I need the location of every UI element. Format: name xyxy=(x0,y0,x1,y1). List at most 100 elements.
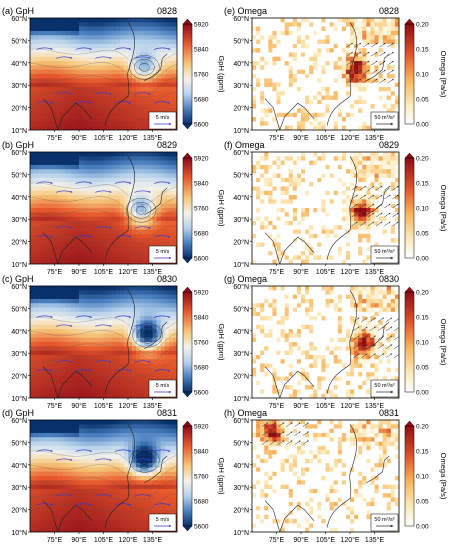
ref-vector-label: 50 m²/s² xyxy=(374,115,394,121)
y-tick-label: 50°N xyxy=(11,439,27,447)
colorbar-h: 0.20 0.15 0.10 0.05 0.00 Omega (Pa/s) xyxy=(404,420,448,531)
ref-vector-label: 5 m/s xyxy=(156,383,170,389)
y-tick-label: 20°N xyxy=(11,239,27,247)
colorbar-tick-label: 5840 xyxy=(194,181,209,188)
coastline xyxy=(326,22,357,126)
colorbar-tick-label: 0.00 xyxy=(416,390,429,397)
ref-vector-label: 50 m²/s² xyxy=(374,249,394,255)
colorbar-title: Omega (Pa/s) xyxy=(439,453,448,500)
x-tick-label: 120°E xyxy=(340,536,359,544)
y-tick-label: 30°N xyxy=(233,350,249,358)
colorbar-tick-label: 5600 xyxy=(194,524,209,531)
panel-date: 0831 xyxy=(157,408,177,418)
x-tick-label: 90°E xyxy=(71,536,87,544)
y-tick-label: 40°N xyxy=(233,60,249,68)
x-tick-label: 120°E xyxy=(118,268,137,276)
colorbar-tick-label: 0.10 xyxy=(416,72,429,79)
y-tick-label: 30°N xyxy=(11,484,27,492)
panel-label: (g) Omega xyxy=(224,274,267,284)
colorbar-tick-label: 0.20 xyxy=(416,156,429,163)
panel-date: 0829 xyxy=(379,140,399,150)
panel-g: (g) Omega 0830 10°N 20°N 30°N 40°N 50°N 60°N 75°… xyxy=(224,274,448,410)
y-tick-label: 60°N xyxy=(11,417,27,425)
colorbar-tick-label: 0.05 xyxy=(416,231,429,238)
colorbar-tick-label: 5680 xyxy=(194,97,209,104)
colorbar-title: Omega (Pa/s) xyxy=(439,51,448,98)
x-tick-label: 105°E xyxy=(94,268,113,276)
x-tick-label: 135°E xyxy=(365,402,384,410)
ref-vector-label: 50 m²/s² xyxy=(374,517,394,523)
field-e xyxy=(252,18,399,130)
x-tick-label: 135°E xyxy=(143,402,162,410)
x-tick-label: 75°E xyxy=(47,268,63,276)
ref-vector-label: 5 m/s xyxy=(156,115,170,121)
colorbar-tick-label: 5840 xyxy=(194,315,209,322)
y-tick-label: 10°N xyxy=(11,261,27,269)
y-tick-label: 30°N xyxy=(233,82,249,90)
colorbar-a: 5920 5840 5760 5680 5600 GpH (gpm) xyxy=(182,18,226,130)
colorbar-tick-label: 5760 xyxy=(194,340,209,347)
panel-f: (f) Omega 0829 10°N 20°N 30°N 40°N 50°N 60°N 75°… xyxy=(224,140,448,276)
y-tick-label: 40°N xyxy=(11,194,27,202)
y-tick-label: 20°N xyxy=(233,373,249,381)
y-tick-label: 10°N xyxy=(233,529,249,537)
x-tick-label: 75°E xyxy=(47,536,63,544)
panel-c: (c) GpH 0830 10°N 20°N 30°N 40°N 50°N 60°N 75°E 9… xyxy=(2,274,226,410)
colorbar-tick-label: 5920 xyxy=(194,22,209,29)
field-b xyxy=(30,152,177,264)
colorbar-tick-label: 0.05 xyxy=(416,97,429,104)
y-tick-label: 40°N xyxy=(233,328,249,336)
y-tick-label: 40°N xyxy=(233,462,249,470)
y-tick-label: 50°N xyxy=(233,305,249,313)
y-tick-label: 40°N xyxy=(11,462,27,470)
x-tick-label: 75°E xyxy=(269,402,285,410)
colorbar-tick-label: 5920 xyxy=(194,156,209,163)
x-tick-label: 120°E xyxy=(118,402,137,410)
y-tick-label: 50°N xyxy=(11,171,27,179)
y-tick-label: 40°N xyxy=(11,60,27,68)
y-tick-label: 50°N xyxy=(233,439,249,447)
y-tick-label: 50°N xyxy=(233,37,249,45)
colorbar-tick-label: 0.15 xyxy=(416,315,429,322)
field-g xyxy=(252,286,399,398)
colorbar-tick-label: 5920 xyxy=(194,290,209,297)
x-tick-label: 105°E xyxy=(316,134,335,142)
x-tick-label: 90°E xyxy=(293,536,309,544)
y-tick-label: 30°N xyxy=(11,82,27,90)
x-tick-label: 135°E xyxy=(365,268,384,276)
x-tick-label: 105°E xyxy=(316,402,335,410)
coastline xyxy=(326,156,357,260)
panel-date: 0830 xyxy=(157,274,177,284)
colorbar-tick-label: 5840 xyxy=(194,449,209,456)
x-tick-label: 90°E xyxy=(71,134,87,142)
y-tick-label: 50°N xyxy=(11,305,27,313)
colorbar-tick-label: 0.15 xyxy=(416,449,429,456)
y-tick-label: 10°N xyxy=(233,395,249,403)
x-tick-label: 90°E xyxy=(71,268,87,276)
y-tick-label: 40°N xyxy=(233,194,249,202)
y-tick-label: 10°N xyxy=(11,395,27,403)
x-tick-label: 75°E xyxy=(269,268,285,276)
ref-vector-label: 5 m/s xyxy=(156,517,170,523)
panel-h: (h) Omega 0831 10°N 20°N 30°N 40°N 50°N 60°N 75°… xyxy=(224,408,448,544)
x-tick-label: 75°E xyxy=(269,536,285,544)
x-tick-label: 105°E xyxy=(316,268,335,276)
coastline xyxy=(104,290,135,394)
colorbar-tick-label: 5760 xyxy=(194,72,209,79)
panel-d: (d) GpH 0831 10°N 20°N 30°N 40°N 50°N 60°N 75°E 9… xyxy=(2,408,226,544)
y-tick-label: 60°N xyxy=(11,15,27,23)
colorbar-f: 0.20 0.15 0.10 0.05 0.00 Omega (Pa/s) xyxy=(404,152,448,263)
colorbar-tick-label: 0.10 xyxy=(416,474,429,481)
colorbar-title: Omega (Pa/s) xyxy=(439,185,448,232)
x-tick-label: 120°E xyxy=(340,402,359,410)
panel-date: 0829 xyxy=(157,140,177,150)
panel-label: (b) GpH xyxy=(2,140,34,150)
coastline xyxy=(104,424,135,528)
x-tick-label: 90°E xyxy=(293,134,309,142)
x-tick-label: 120°E xyxy=(118,536,137,544)
panel-label: (h) Omega xyxy=(224,408,267,418)
x-tick-label: 135°E xyxy=(143,134,162,142)
panel-date: 0828 xyxy=(379,6,399,16)
y-tick-label: 20°N xyxy=(233,239,249,247)
colorbar-title: GpH (gpm) xyxy=(217,323,226,361)
